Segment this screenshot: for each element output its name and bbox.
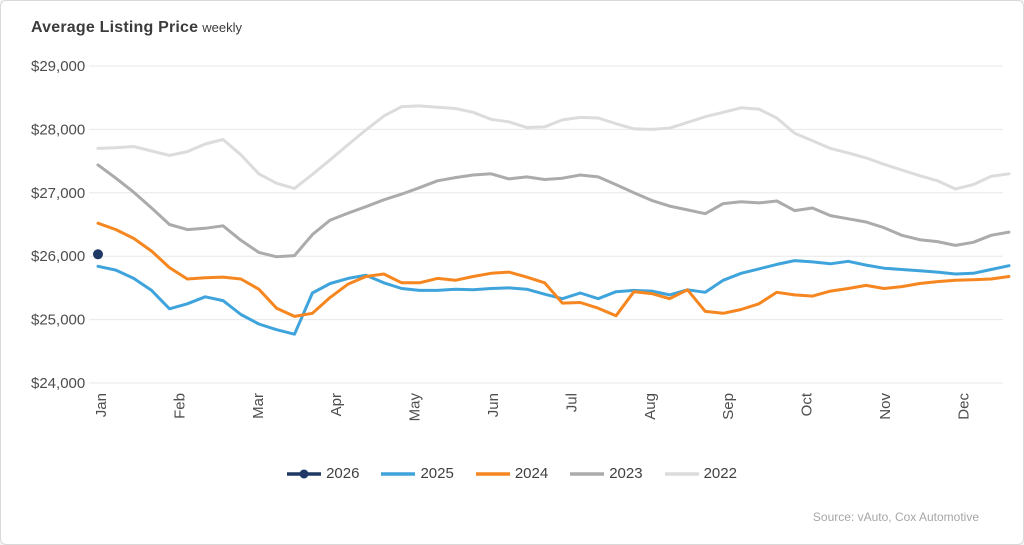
- x-axis-month-label: Jan: [93, 393, 110, 417]
- series-line-2025: [96, 259, 1011, 336]
- y-axis-label: $27,000: [31, 185, 85, 202]
- y-axis-label: $24,000: [31, 375, 85, 392]
- series-line-2023: [96, 163, 1011, 259]
- legend-label-2025: 2025: [420, 465, 454, 482]
- legend-swatch-2025: [381, 471, 416, 476]
- chart-title: Average Listing Price: [31, 19, 199, 36]
- x-axis-month-label: Oct: [799, 392, 816, 416]
- legend-swatch-2023: [570, 471, 605, 476]
- legend-item-2026[interactable]: 2026: [287, 465, 359, 482]
- x-axis-month-label: May: [407, 393, 424, 422]
- x-axis-month-label: Jul: [563, 393, 580, 412]
- y-axis-label: $28,000: [31, 121, 85, 138]
- legend-label-2022: 2022: [703, 465, 737, 482]
- x-axis-month-label: Sep: [720, 393, 737, 420]
- legend-item-2025[interactable]: 2025: [381, 465, 454, 482]
- legend-swatch-2024: [475, 471, 510, 476]
- x-axis-month-label: Feb: [171, 393, 188, 419]
- x-axis-month-label: Mar: [250, 393, 267, 419]
- x-axis-month-label: Nov: [877, 393, 894, 420]
- chart-subtitle: weekly: [202, 20, 242, 35]
- source-attribution: Source: vAuto, Cox Automotive: [812, 510, 979, 524]
- chart-header: Average Listing Price weekly: [31, 19, 242, 37]
- y-axis-label: $29,000: [31, 58, 85, 75]
- x-axis-month-label: Dec: [955, 393, 972, 420]
- legend-label-2026: 2026: [326, 465, 360, 482]
- legend-swatch-2026: [287, 469, 322, 478]
- y-axis-label: $26,000: [31, 248, 85, 265]
- series-line-2024: [96, 221, 1011, 318]
- legend-item-2023[interactable]: 2023: [570, 465, 643, 482]
- legend-swatch-2022: [664, 471, 699, 476]
- legend-item-2024[interactable]: 2024: [475, 465, 549, 482]
- y-axis-label: $25,000: [31, 312, 85, 329]
- legend-item-2022[interactable]: 2022: [664, 465, 737, 482]
- legend-label-2023: 2023: [609, 465, 643, 482]
- legend-label-2024: 2024: [514, 465, 549, 482]
- x-axis-month-label: Apr: [328, 393, 345, 416]
- chart-legend: 2026 2025 2024 2023 2022: [1, 465, 1023, 482]
- series-point-2026: [93, 249, 103, 260]
- series-line-2022: [96, 104, 1011, 191]
- x-axis-month-label: Aug: [642, 393, 659, 420]
- x-axis-month-label: Jun: [485, 393, 502, 417]
